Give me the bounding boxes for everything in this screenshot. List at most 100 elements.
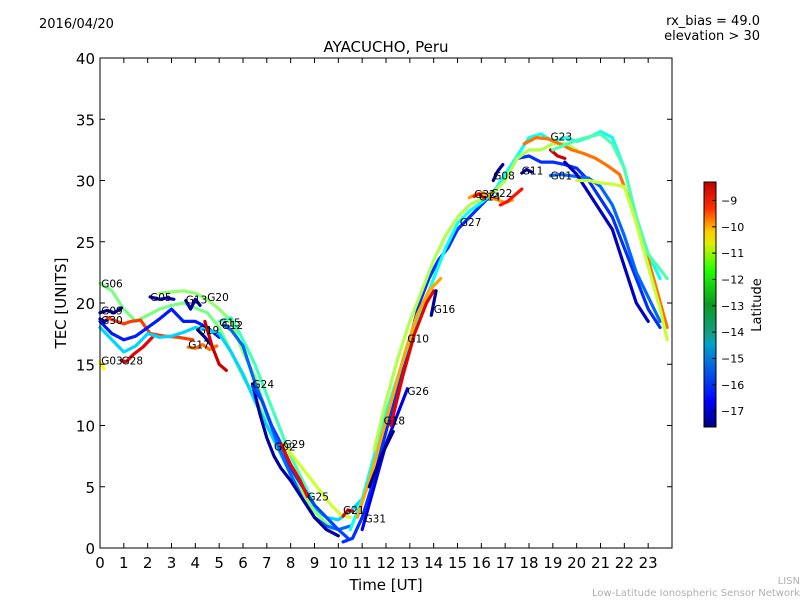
- prn-label: G16: [434, 304, 456, 316]
- y-tick-label: 35: [76, 111, 95, 129]
- series-G10: [355, 276, 443, 520]
- prn-label: G08: [493, 171, 515, 183]
- footer: LISN Low-Latitude Ionospheric Sensor Net…: [592, 576, 800, 600]
- series-G12: [222, 323, 352, 532]
- x-tick-label: 16: [472, 554, 491, 572]
- prn-label: G12: [222, 320, 244, 332]
- prn-label: G28: [122, 356, 144, 368]
- series-G05: [98, 307, 221, 342]
- colorbar-gradient: [703, 181, 717, 428]
- prn-label: G11: [522, 166, 544, 178]
- prn-label: G27: [460, 217, 482, 229]
- rx-bias-label: rx_bias = 49.0: [666, 14, 760, 29]
- series-G17b: [203, 319, 228, 372]
- y-axis: 0 5 10 15 20 25 30 35 40: [76, 50, 672, 558]
- series-G16: [389, 289, 436, 428]
- prn-label: G23: [551, 131, 573, 143]
- x-tick-label: 11: [353, 554, 372, 572]
- x-tick-label: 15: [448, 554, 467, 572]
- prn-label: G17: [188, 340, 210, 352]
- x-tick-label: 17: [496, 554, 515, 572]
- colorbar: −9 −10 −11 −12 −13 −14 −15 −16 −17 Latitude: [703, 181, 765, 428]
- x-tick-label: 10: [329, 554, 348, 572]
- prn-label: G25: [307, 492, 329, 504]
- prn-label: G09: [101, 305, 123, 317]
- series-G03: [98, 360, 106, 371]
- elevation-label: elevation > 30: [664, 29, 760, 44]
- prn-label: G20: [207, 292, 229, 304]
- chart-title: AYACUCHO, Peru: [323, 38, 448, 56]
- x-tick-label: 21: [591, 554, 610, 572]
- series-G09: [98, 306, 124, 315]
- footer-network: Low-Latitude Ionospheric Sensor Network: [592, 588, 800, 599]
- colorbar-tick-label: −12: [721, 273, 744, 286]
- series-G24: [250, 382, 340, 538]
- x-tick-label: 0: [95, 554, 105, 572]
- series-G29: [281, 442, 352, 520]
- series-G01b: [563, 160, 650, 323]
- series-G23b: [548, 148, 567, 160]
- series-G22: [498, 187, 524, 207]
- y-tick-label: 40: [76, 50, 95, 68]
- x-tick-label: 8: [286, 554, 296, 572]
- prn-label: G13: [186, 294, 208, 306]
- series-G11: [520, 167, 534, 175]
- series-G29b: [575, 178, 669, 342]
- colorbar-tick-label: −14: [721, 326, 744, 339]
- colorbar-tick-label: −16: [721, 379, 744, 392]
- series-G01: [548, 172, 662, 323]
- x-tick-label: 4: [191, 554, 201, 572]
- y-axis-label: TEC [UNITS]: [52, 258, 70, 350]
- x-tick-label: 9: [310, 554, 320, 572]
- prn-label: G15: [219, 318, 241, 330]
- prn-label: G01: [551, 171, 573, 183]
- series-G31: [341, 154, 662, 544]
- date-label: 2016/04/20: [39, 17, 114, 32]
- series-G08: [491, 163, 505, 183]
- x-tick-label: 2: [143, 554, 153, 572]
- x-tick-label: 3: [167, 554, 177, 572]
- series-G05b: [148, 295, 176, 301]
- colorbar-ticks: −9 −10 −11 −12 −13 −14 −15 −16 −17: [712, 194, 744, 418]
- colorbar-tick-label: −9: [721, 194, 737, 207]
- prn-label: G19: [198, 325, 220, 337]
- x-tick-label: 13: [400, 554, 419, 572]
- y-tick-label: 10: [76, 418, 95, 436]
- footer-lisn: LISN: [777, 576, 800, 587]
- prn-label: G31: [365, 514, 387, 526]
- series-layer: [98, 129, 669, 544]
- x-tick-label: 19: [543, 554, 562, 572]
- colorbar-tick-label: −15: [721, 353, 744, 366]
- series-G18b: [367, 430, 395, 489]
- colorbar-label: Latitude: [750, 278, 765, 332]
- y-tick-label: 0: [85, 540, 95, 558]
- prn-label: G26: [407, 386, 429, 398]
- prn-label: G18: [384, 416, 406, 428]
- colorbar-tick-label: −17: [721, 405, 744, 418]
- x-tick-label: 22: [615, 554, 634, 572]
- x-tick-label: 7: [262, 554, 272, 572]
- prn-label: G24: [253, 379, 275, 391]
- prn-label: G10: [407, 334, 429, 346]
- y-tick-label: 30: [76, 173, 95, 191]
- prn-label: G02: [274, 441, 296, 453]
- x-tick-label: 20: [567, 554, 586, 572]
- x-tick-label: 12: [376, 554, 395, 572]
- y-tick-label: 15: [76, 356, 95, 374]
- prn-label: G32: [474, 189, 496, 201]
- series-G02: [250, 384, 350, 540]
- meta-info: rx_bias = 49.0 elevation > 30: [664, 14, 760, 44]
- series-G25: [279, 442, 309, 499]
- prn-label: G29: [284, 439, 306, 451]
- y-tick-label: 25: [76, 234, 95, 252]
- prn-label: G03: [101, 356, 123, 368]
- prn-label: G21: [343, 505, 365, 517]
- x-axis-label: Time [UT]: [348, 576, 422, 594]
- colorbar-tick-label: −13: [721, 300, 744, 313]
- series-G15: [217, 316, 317, 507]
- prn-label: G30: [101, 315, 123, 327]
- series-G21: [341, 508, 355, 518]
- x-tick-label: 14: [424, 554, 443, 572]
